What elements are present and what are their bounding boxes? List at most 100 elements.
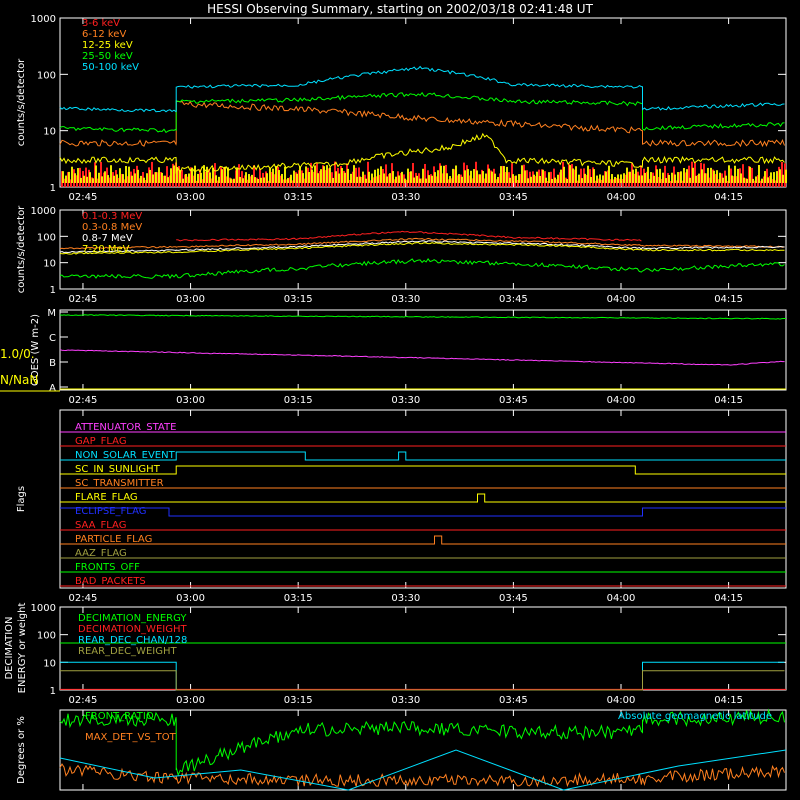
channel-12-25-kev-bar bbox=[701, 169, 703, 183]
channel-12-25-kev-bar bbox=[683, 167, 685, 183]
channel-12-25-kev-bar bbox=[278, 170, 280, 183]
channel-12-25-kev-bar bbox=[224, 166, 226, 183]
flag-label-particle-flag: PARTICLE_FLAG bbox=[75, 534, 152, 545]
channel-3-6-kev-bar bbox=[214, 163, 216, 187]
channel-12-25-kev-bar bbox=[200, 172, 202, 183]
channel-12-25-kev-bar bbox=[578, 174, 580, 183]
channel-12-25-kev-bar bbox=[686, 169, 688, 183]
channel-12-25-kev-bar bbox=[626, 167, 628, 183]
channel-12-25-kev-bar bbox=[305, 166, 307, 183]
channel-12-25-kev-bar bbox=[551, 178, 553, 183]
channel-12-25-kev-bar bbox=[209, 172, 211, 183]
channel-3-6-kev-bar bbox=[760, 180, 762, 187]
channel-12-25-kev-bar bbox=[131, 175, 133, 183]
channel-12-25-kev-bar bbox=[743, 177, 745, 183]
channel-12-25-kev-bar bbox=[242, 178, 244, 183]
x-tick-label-1-3: 03:30 bbox=[391, 294, 420, 305]
x-tick-label-1-5: 04:00 bbox=[607, 294, 636, 305]
x-tick-label-2-5: 04:00 bbox=[607, 395, 636, 406]
channel-12-25-kev-bar bbox=[716, 170, 718, 183]
channel-12-25-kev-bar bbox=[680, 171, 682, 183]
channel-12-25-kev-bar bbox=[281, 173, 283, 183]
channel-3-6-kev-bar bbox=[181, 169, 183, 187]
channel-3-6-kev-bar bbox=[751, 167, 753, 187]
channel-12-25-kev-bar bbox=[236, 167, 238, 183]
channel-3-6-kev-bar bbox=[268, 180, 270, 187]
channel-12-25-kev-bar bbox=[584, 173, 586, 183]
channel-12-25-kev-bar bbox=[275, 165, 277, 183]
channel-12-25-kev-bar bbox=[326, 165, 328, 183]
legend-entry-4-2: REAR_DEC_CHAN/128 bbox=[78, 635, 187, 646]
series-50-100-kev bbox=[59, 65, 785, 113]
channel-3-6-kev-bar bbox=[349, 179, 351, 187]
channel-3-6-kev-bar bbox=[694, 162, 696, 187]
channel-12-25-kev-bar bbox=[764, 171, 766, 183]
channel-12-25-kev-bar bbox=[692, 167, 694, 183]
legend-entry-4-0: DECIMATION_ENERGY bbox=[78, 613, 187, 624]
x-tick-label-0-1: 03:00 bbox=[176, 192, 205, 203]
channel-3-6-kev-bar bbox=[79, 167, 81, 187]
flag-label-eclipse-flag: ECLIPSE_FLAG bbox=[75, 506, 146, 517]
x-tick-label-2-2: 03:15 bbox=[284, 395, 313, 406]
x-tick-label-4-4: 03:45 bbox=[499, 695, 528, 706]
x-tick-label-3-5: 04:00 bbox=[607, 593, 636, 604]
channel-12-25-kev-bar bbox=[143, 177, 145, 183]
channel-12-25-kev-bar bbox=[605, 171, 607, 183]
x-tick-label-1-2: 03:15 bbox=[284, 294, 313, 305]
flag-line-6 bbox=[60, 507, 786, 517]
channel-3-6-kev-bar bbox=[283, 179, 285, 187]
x-tick-label-0-4: 03:45 bbox=[499, 192, 528, 203]
channel-12-25-kev-bar bbox=[287, 178, 289, 183]
channel-12-25-kev-bar bbox=[266, 173, 268, 183]
channel-12-25-kev-bar bbox=[251, 174, 253, 183]
channel-12-25-kev-bar bbox=[323, 166, 325, 183]
channel-12-25-kev-bar bbox=[725, 175, 727, 183]
channel-12-25-kev-bar bbox=[257, 178, 259, 183]
channel-12-25-kev-bar bbox=[245, 172, 247, 183]
channel-3-6-kev-bar bbox=[151, 161, 153, 187]
x-tick-label-3-4: 03:45 bbox=[499, 593, 528, 604]
y-tick-label-0-3: 1000 bbox=[31, 14, 56, 25]
channel-12-25-kev-bar bbox=[599, 174, 601, 183]
channel-12-25-kev-bar bbox=[779, 169, 781, 183]
channel-12-25-kev-bar bbox=[485, 173, 487, 183]
x-tick-label-3-2: 03:15 bbox=[284, 593, 313, 604]
channel-12-25-kev-bar bbox=[284, 166, 286, 183]
x-tick-label-2-1: 03:00 bbox=[176, 395, 205, 406]
channel-12-25-kev-bar bbox=[185, 173, 187, 183]
channel-12-25-kev-bar bbox=[467, 169, 469, 183]
channel-3-6-kev-bar bbox=[547, 180, 549, 187]
channel-12-25-kev-bar bbox=[494, 173, 496, 183]
channel-12-25-kev-bar bbox=[758, 165, 760, 183]
channel-12-25-kev-bar bbox=[761, 178, 763, 183]
channel-12-25-kev-bar bbox=[344, 172, 346, 183]
channel-12-25-kev-bar bbox=[314, 165, 316, 183]
channel-12-25-kev-bar bbox=[539, 175, 541, 183]
legend-entry-0-1: 6-12 keV bbox=[82, 29, 126, 40]
decimation-series-2 bbox=[60, 661, 785, 691]
y-tick-label-1-3: 1000 bbox=[31, 206, 56, 217]
y-axis-label-1: counts/s/detector bbox=[16, 205, 27, 293]
channel-12-25-kev-bar bbox=[350, 173, 352, 183]
x-tick-label-3-0: 02:45 bbox=[69, 593, 98, 604]
x-tick-label-1-4: 03:45 bbox=[499, 294, 528, 305]
channel-12-25-kev-bar bbox=[320, 169, 322, 183]
channel-12-25-kev-bar bbox=[380, 166, 382, 183]
channel-12-25-kev-bar bbox=[776, 171, 778, 183]
channel-12-25-kev-bar bbox=[506, 166, 508, 183]
series-panel2-2 bbox=[59, 240, 785, 254]
flag-label-aaz-flag: AAZ_FLAG bbox=[75, 548, 127, 559]
channel-12-25-kev-bar bbox=[272, 168, 274, 183]
channel-12-25-kev-bar bbox=[455, 165, 457, 183]
channel-12-25-kev-bar bbox=[767, 177, 769, 183]
channel-12-25-kev-bar bbox=[665, 178, 667, 183]
channel-3-6-kev-bar bbox=[754, 180, 756, 187]
channel-3-6-kev-bar bbox=[259, 168, 261, 187]
channel-12-25-kev-bar bbox=[254, 177, 256, 183]
channel-12-25-kev-bar bbox=[530, 176, 532, 183]
legend-entry-0-2: 12-25 keV bbox=[82, 40, 133, 51]
channel-12-25-kev-bar bbox=[353, 165, 355, 183]
channel-3-6-kev-bar bbox=[124, 179, 126, 187]
channel-3-6-kev-bar bbox=[424, 163, 426, 187]
channel-12-25-kev-bar bbox=[734, 165, 736, 183]
